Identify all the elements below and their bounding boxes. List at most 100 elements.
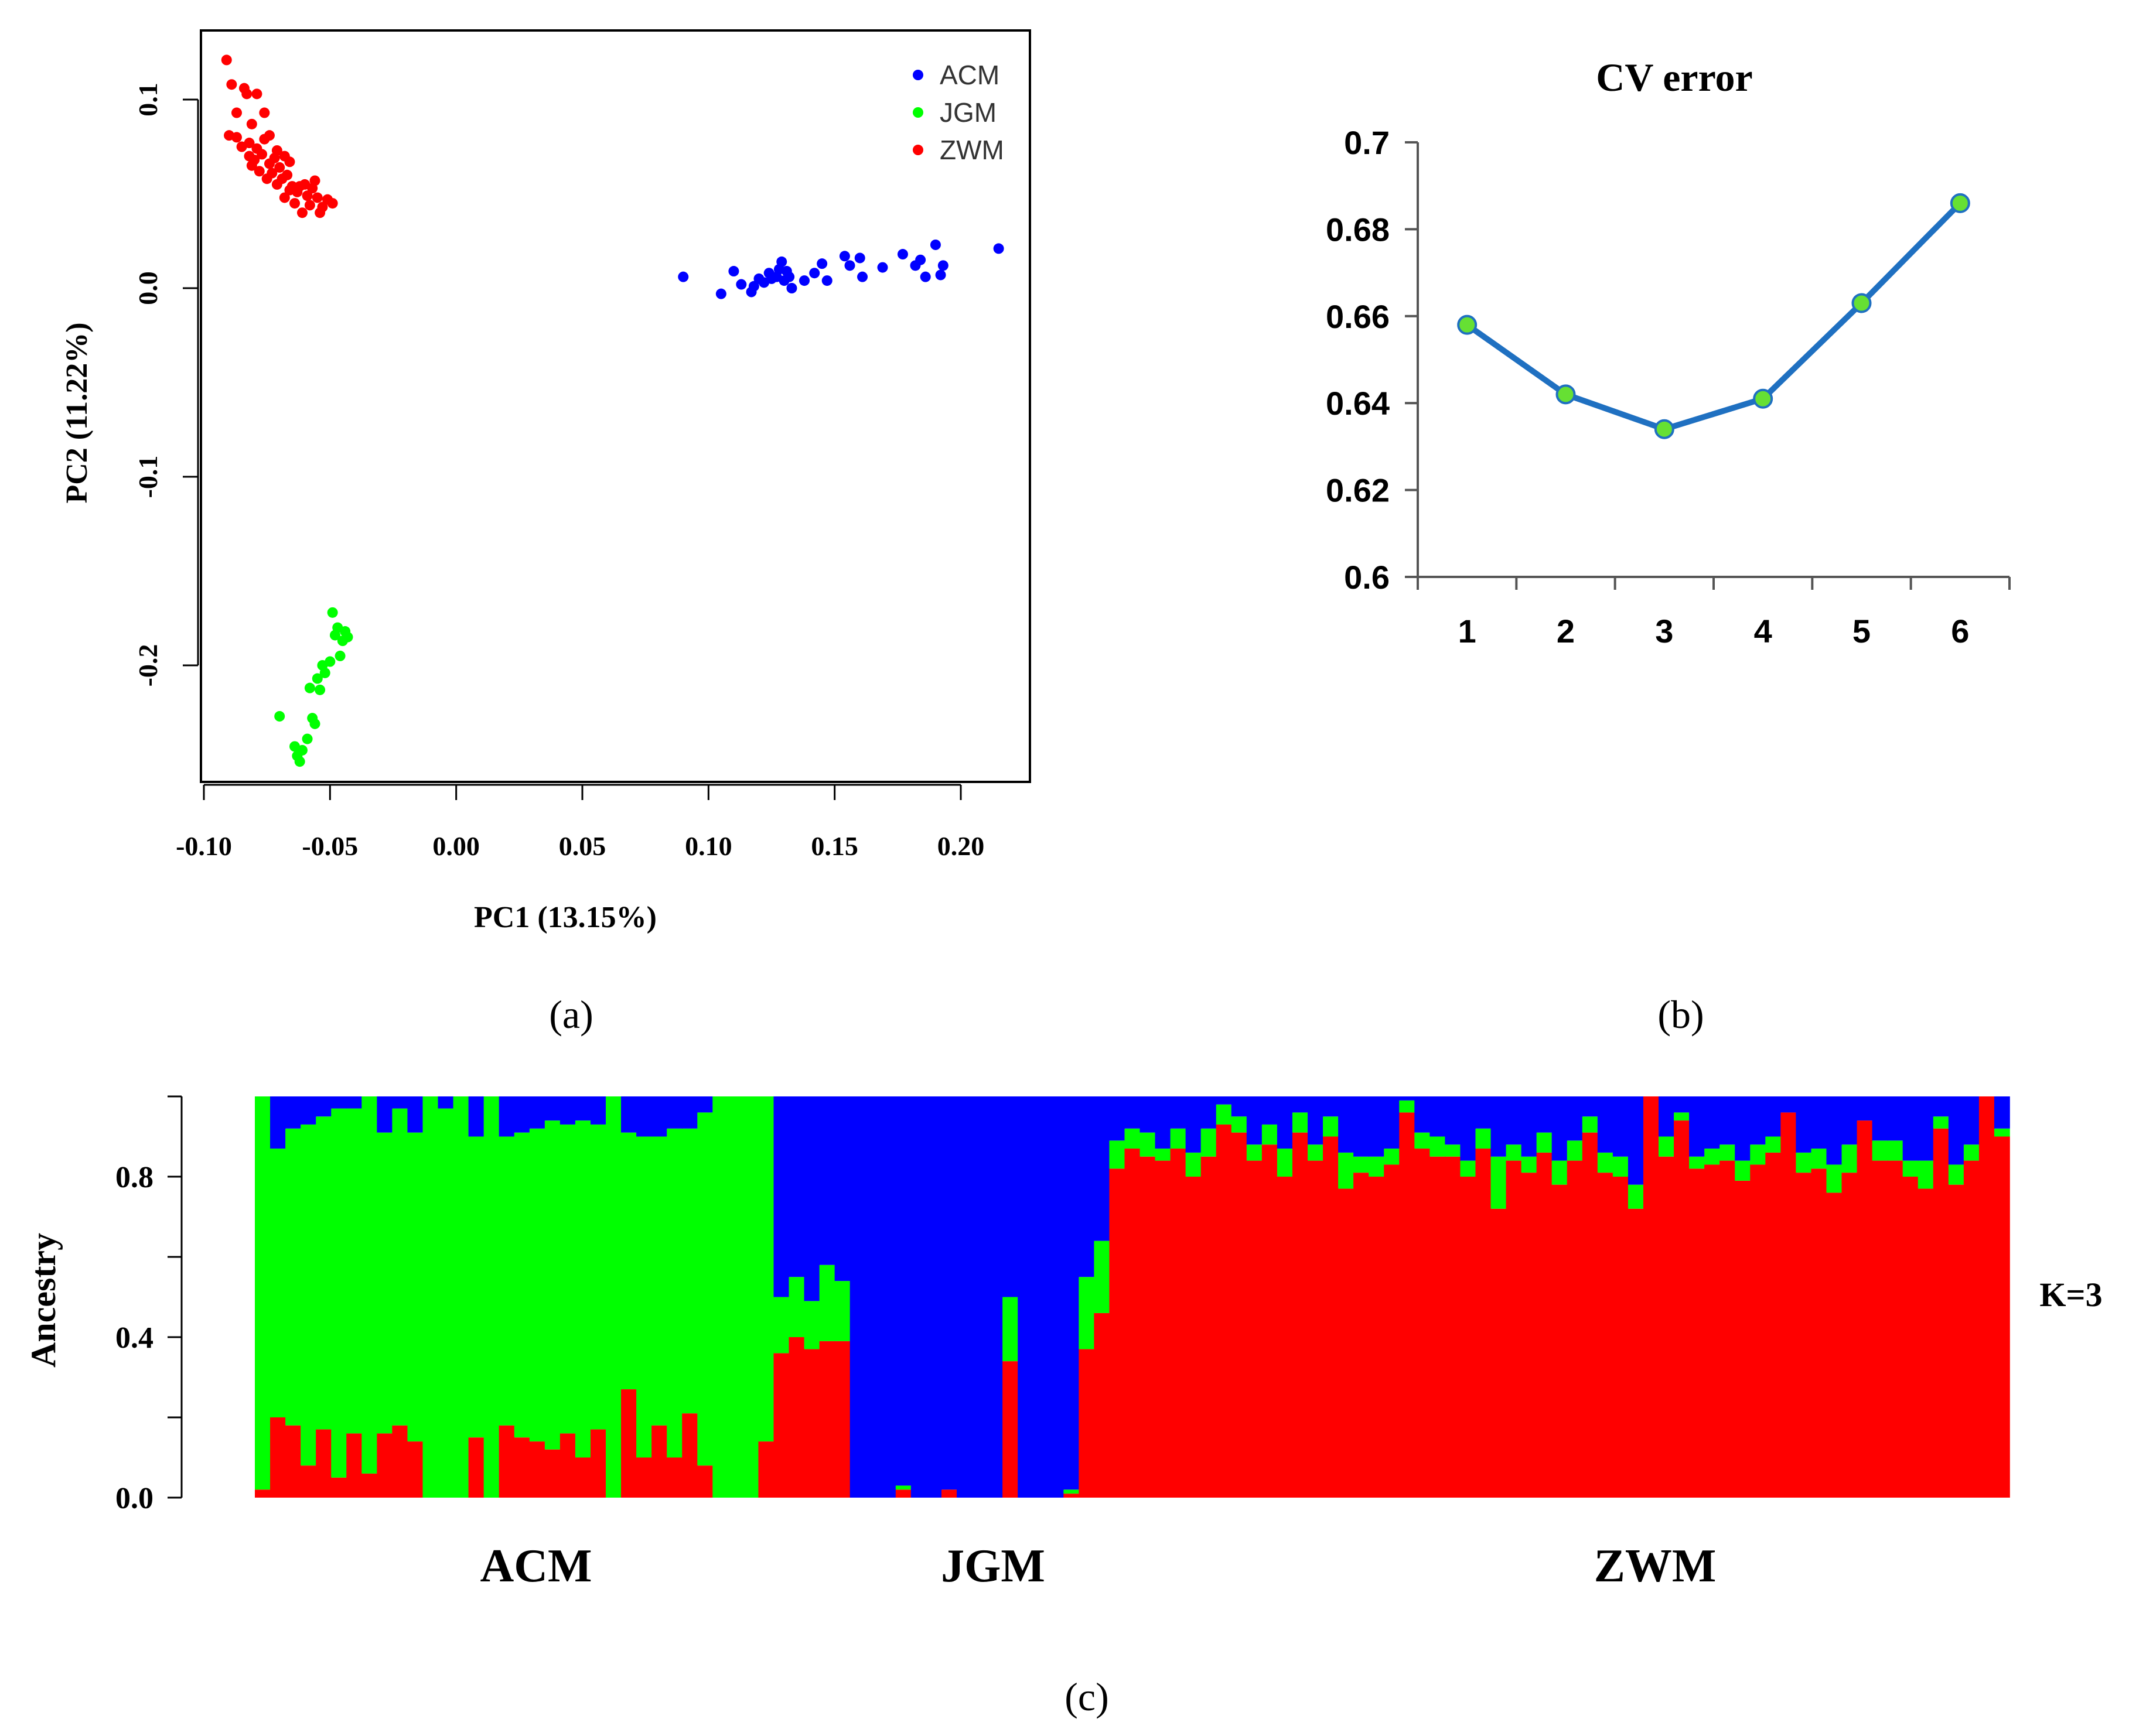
- ancestry-bar-jgm: [559, 1124, 576, 1434]
- ancestry-bar-acm: [1582, 1096, 1598, 1117]
- ancestry-bar-acm: [285, 1096, 301, 1129]
- pca-point-acm: [854, 252, 865, 264]
- ancestry-bar-acm: [773, 1096, 790, 1297]
- ancestry-bar-acm: [316, 1096, 332, 1117]
- ancestry-bar-jgm: [1185, 1152, 1202, 1177]
- pca-point-acm: [839, 251, 850, 262]
- ancestry-bar-zwm: [1002, 1361, 1018, 1498]
- cv-y-tick-label: 0.62: [1326, 472, 1390, 509]
- ancestry-bar-acm: [1750, 1096, 1766, 1145]
- ancestry-bar-zwm: [1551, 1184, 1568, 1498]
- ancestry-bar-zwm: [1796, 1173, 1812, 1498]
- ancestry-bar-acm: [667, 1096, 683, 1129]
- pca-point-acm: [915, 254, 926, 265]
- pca-point-jgm: [327, 607, 338, 618]
- ancestry-bar-acm: [392, 1096, 408, 1109]
- pca-point-zwm: [221, 54, 232, 66]
- ancestry-bar-jgm: [316, 1116, 332, 1430]
- cv-x-tick-label: 6: [1951, 613, 1969, 650]
- panel-label-b: (b): [1657, 992, 1704, 1037]
- ancestry-bar-acm: [346, 1096, 363, 1109]
- ancestry-bar-acm: [1033, 1096, 1049, 1498]
- pca-point-zwm: [317, 201, 328, 213]
- ancestry-bar-jgm: [1826, 1164, 1843, 1193]
- ancestry-bar-jgm: [1308, 1144, 1323, 1161]
- ancestry-bar-acm: [1521, 1096, 1537, 1157]
- ancestry-bar-acm: [819, 1096, 835, 1265]
- ancestry-bar-zwm: [1933, 1128, 1949, 1498]
- ancestry-bar-zwm: [1628, 1208, 1644, 1498]
- ancestry-bar-acm: [1338, 1096, 1354, 1153]
- pca-point-acm: [857, 271, 868, 282]
- ancestry-bar-jgm: [499, 1136, 515, 1426]
- ancestry-bar-zwm: [804, 1349, 820, 1498]
- ancestry-bar-jgm: [636, 1136, 652, 1458]
- pca-point-acm: [678, 271, 689, 282]
- ancestry-bar-acm: [1780, 1096, 1797, 1113]
- ancestry-bar-zwm: [499, 1425, 515, 1498]
- ancestry-bar-jgm: [438, 1108, 454, 1498]
- ancestry-bar-jgm: [514, 1132, 530, 1438]
- pca-point-acm: [935, 269, 946, 281]
- pca-x-tick-label: 0.20: [937, 831, 985, 861]
- group-label-zwm: ZWM: [1594, 1540, 1717, 1592]
- pca-x-axis-label: PC1 (13.15%): [474, 901, 657, 934]
- cv-y-tick-label: 0.64: [1326, 385, 1390, 422]
- ancestry-bar-zwm: [1612, 1177, 1629, 1498]
- ancestry-bar-acm: [499, 1096, 515, 1137]
- pca-point-zwm: [259, 107, 270, 118]
- pca-point-zwm: [231, 107, 242, 118]
- ancestry-bar-jgm: [346, 1108, 363, 1434]
- ancestry-bar-acm: [1490, 1096, 1507, 1157]
- ancestry-bar-acm: [1079, 1096, 1095, 1277]
- ancestry-bar-acm: [1857, 1096, 1873, 1121]
- ancestry-bar-jgm: [728, 1096, 744, 1498]
- pca-point-jgm: [294, 756, 305, 767]
- ancestry-bar-zwm: [1109, 1168, 1125, 1498]
- pca-point-jgm: [325, 656, 336, 667]
- ancestry-bar-zwm: [1384, 1164, 1400, 1498]
- ancestry-bar-zwm: [1643, 1096, 1659, 1498]
- pca-point-acm: [776, 256, 787, 267]
- pca-point-zwm: [249, 155, 260, 166]
- pca-x-tick-label: 0.10: [685, 831, 732, 861]
- ancestry-bar-jgm: [1567, 1140, 1583, 1161]
- ancestry-bar-acm: [987, 1096, 1003, 1498]
- ancestry-bar-zwm: [667, 1457, 683, 1498]
- pca-point-zwm: [267, 168, 278, 179]
- ancestry-bar-zwm: [377, 1433, 393, 1498]
- cv-error-point: [1753, 388, 1773, 409]
- ancestry-bar-jgm: [712, 1096, 729, 1498]
- pca-point-acm: [736, 279, 747, 290]
- ancestry-bar-jgm: [1506, 1144, 1522, 1161]
- ancestry-bar-zwm: [621, 1389, 637, 1498]
- ancestry-bar-acm: [1261, 1096, 1278, 1125]
- pca-point-jgm: [315, 684, 326, 695]
- cv-error-point: [1851, 293, 1872, 313]
- pca-point-jgm: [340, 626, 351, 637]
- pca-point-zwm: [274, 162, 285, 173]
- ancestry-bar-jgm: [468, 1136, 485, 1438]
- pca-y-tick-label: -0.1: [133, 456, 163, 498]
- ancestry-bar-jgm: [1200, 1128, 1217, 1157]
- ancestry-bar-zwm: [1261, 1144, 1278, 1498]
- ancestry-bar-acm: [1048, 1096, 1064, 1498]
- ancestry-bar-acm: [1170, 1096, 1186, 1129]
- ancestry-bar-jgm: [834, 1281, 851, 1341]
- legend-label-jgm: JGM: [940, 97, 997, 128]
- ancestry-bar-jgm: [1872, 1140, 1888, 1161]
- pca-point-zwm: [246, 118, 257, 129]
- ancestry-bar-acm: [1369, 1096, 1385, 1157]
- ancestry-bar-jgm: [667, 1128, 683, 1458]
- ancestry-bar-jgm: [1369, 1156, 1385, 1177]
- pca-scatter-panel: -0.10 -0.05 0.00 0.05 0.10 0.15 0.20 -0.2-0.10…: [60, 29, 1031, 934]
- ancestry-bar-jgm: [1079, 1277, 1095, 1349]
- ancestry-bar-jgm: [1063, 1489, 1080, 1494]
- cv-x-tick-label: 5: [1852, 613, 1871, 650]
- legend-label-acm: ACM: [940, 60, 999, 90]
- group-label-acm: ACM: [480, 1540, 592, 1592]
- ancestry-bar-zwm: [1536, 1152, 1553, 1498]
- ancestry-bar-jgm: [392, 1108, 408, 1426]
- pca-point-jgm: [302, 733, 313, 744]
